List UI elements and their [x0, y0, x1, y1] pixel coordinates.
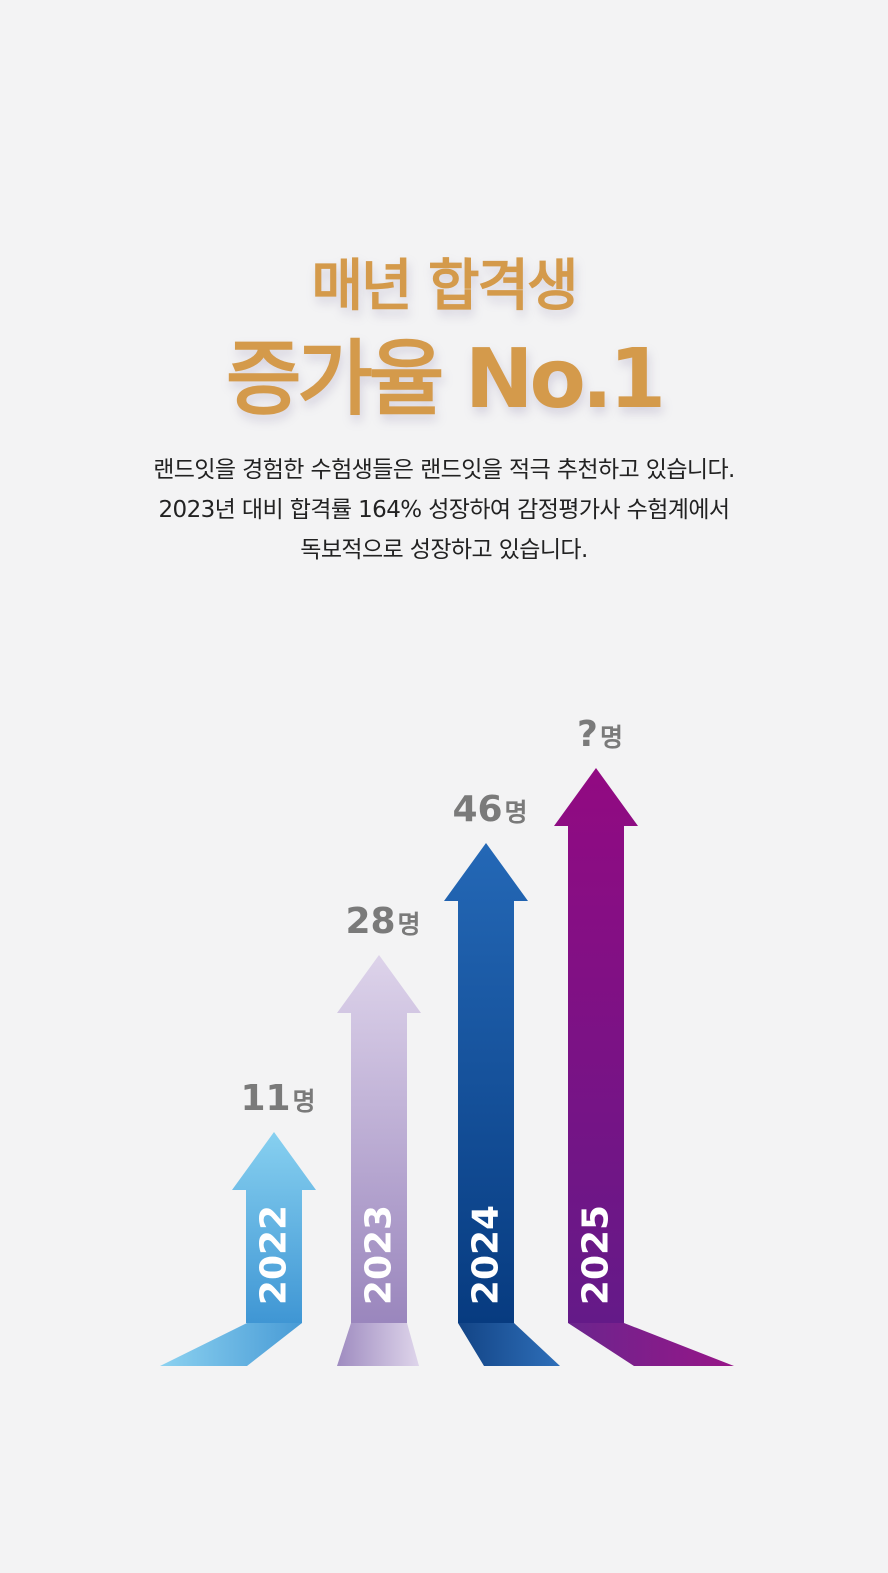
description-line-3: 독보적으로 성장하고 있습니다.: [300, 537, 588, 563]
arrow-base-2025: [568, 1323, 734, 1366]
arrow-base-2022: [160, 1323, 302, 1366]
value-number-2022: 11: [240, 1078, 290, 1119]
value-label-2025: ?명: [577, 714, 623, 755]
year-label-2025: 2025: [576, 1205, 617, 1305]
value-unit-2024: 명: [505, 798, 528, 827]
arrow-bar-2025: [554, 768, 638, 1323]
value-number-2025: ?: [577, 714, 598, 755]
value-label-2024: 46명: [452, 789, 527, 830]
year-label-2023: 2023: [359, 1205, 400, 1305]
arrow-bar-2023: [337, 955, 421, 1323]
year-label-2024: 2024: [466, 1205, 507, 1305]
headline-line2: 증가율 No.1: [225, 332, 666, 427]
headline-line1: 매년 합격생: [311, 254, 578, 319]
value-number-2023: 28: [345, 901, 395, 942]
arrow-bar-2024: [444, 843, 528, 1323]
description-line-1: 랜드잇을 경험한 수험생들은 랜드잇을 적극 추천하고 있습니다.: [153, 457, 735, 483]
value-label-2022: 11명: [240, 1078, 315, 1119]
arrow-base-2023: [337, 1323, 419, 1366]
value-unit-2022: 명: [293, 1087, 316, 1116]
value-unit-2025: 명: [600, 723, 623, 752]
description: 랜드잇을 경험한 수험생들은 랜드잇을 적극 추천하고 있습니다. 2023년 …: [60, 450, 828, 570]
description-line-2: 2023년 대비 합격률 164% 성장하여 감정평가사 수험계에서: [158, 497, 731, 523]
arrow-base-2024: [458, 1323, 560, 1366]
arrow-bar-2022: [232, 1132, 316, 1323]
value-number-2024: 46: [452, 789, 502, 830]
value-label-2023: 28명: [345, 901, 420, 942]
year-label-2022: 2022: [254, 1205, 295, 1305]
value-unit-2023: 명: [398, 910, 421, 939]
